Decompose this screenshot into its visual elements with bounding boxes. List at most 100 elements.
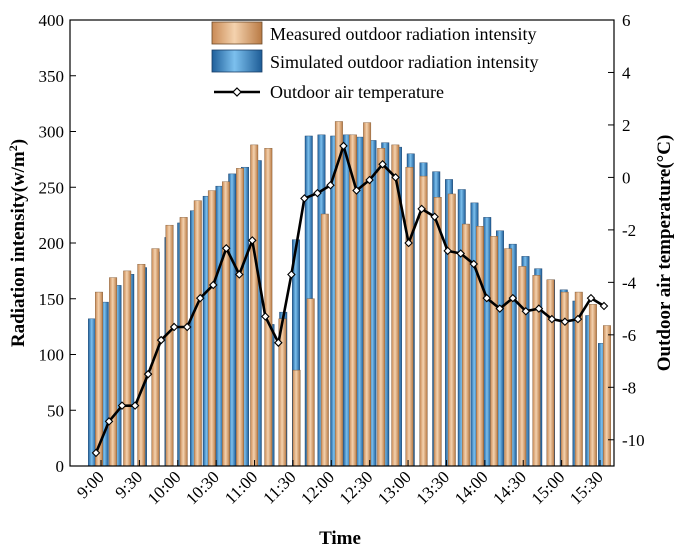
right-y-tick-label: 6 bbox=[622, 11, 631, 30]
measured-bar bbox=[207, 190, 216, 467]
temperature-point bbox=[91, 448, 101, 458]
legend-label-measured: Measured outdoor radiation intensity bbox=[270, 24, 536, 44]
measured-bar bbox=[109, 277, 118, 467]
measured-bar bbox=[334, 121, 343, 467]
temperature-point bbox=[599, 301, 609, 311]
right-y-axis-title: Outdoor air temperature(°C) bbox=[654, 135, 675, 372]
temperature-point bbox=[404, 238, 413, 248]
temperature-point bbox=[169, 322, 179, 332]
measured-bar bbox=[137, 263, 146, 467]
measured-bar bbox=[405, 166, 414, 467]
temperature-point bbox=[508, 293, 518, 303]
temperature-point bbox=[495, 304, 505, 313]
temperature-point bbox=[417, 204, 426, 214]
measured-bar bbox=[363, 122, 372, 467]
left-y-axis-title: Radiation intensity(w/m2) bbox=[6, 139, 29, 347]
right-y-tick-label: -2 bbox=[622, 221, 636, 240]
temperature-point bbox=[482, 293, 492, 303]
legend-swatch-temperature-marker bbox=[232, 87, 242, 97]
left-y-tick-label: 350 bbox=[39, 67, 65, 86]
temperature-point bbox=[117, 401, 127, 410]
temperature-point bbox=[248, 236, 257, 245]
measured-bar bbox=[588, 304, 597, 467]
measured-bar bbox=[165, 224, 174, 467]
left-y-tick-label: 50 bbox=[47, 401, 64, 420]
temperature-point bbox=[313, 188, 322, 198]
temperature-point bbox=[221, 243, 231, 253]
measured-bar bbox=[236, 168, 245, 467]
legend-label-simulated: Simulated outdoor radiation intensity bbox=[270, 52, 538, 72]
left-y-tick-label: 100 bbox=[39, 346, 65, 365]
measured-bar bbox=[476, 226, 484, 467]
measured-bar bbox=[179, 217, 188, 467]
x-tick-label: 12:00 bbox=[297, 467, 338, 508]
temperature-point bbox=[287, 270, 296, 279]
temperature-point bbox=[443, 246, 452, 256]
measured-bar bbox=[419, 175, 428, 467]
x-tick-label: 15:30 bbox=[566, 467, 607, 508]
temperature-point bbox=[534, 304, 544, 313]
temperature-line-layer bbox=[91, 141, 609, 458]
left-y-tick-label: 0 bbox=[56, 457, 65, 476]
temperature-point bbox=[391, 173, 400, 182]
left-y-axis: 0 50 100 150 200 250 300 350 400 bbox=[39, 11, 76, 476]
temperature-point bbox=[430, 212, 439, 222]
measured-bar bbox=[320, 213, 329, 467]
right-y-tick-label: 0 bbox=[622, 168, 631, 187]
temperature-point bbox=[143, 369, 153, 379]
temperature-point bbox=[378, 160, 387, 169]
x-tick-label: 9:00 bbox=[73, 467, 108, 502]
x-tick-label: 13:00 bbox=[374, 467, 415, 508]
left-y-tick-label: 250 bbox=[39, 178, 65, 197]
x-tick-label: 10:00 bbox=[144, 467, 185, 508]
left-y-tick-label: 200 bbox=[39, 234, 65, 253]
legend: Measured outdoor radiation intensity Sim… bbox=[211, 21, 538, 102]
measured-bar bbox=[292, 369, 301, 467]
temperature-point bbox=[261, 312, 270, 321]
temperature-point bbox=[365, 175, 374, 185]
temperature-line bbox=[94, 144, 605, 454]
temperature-point bbox=[195, 293, 205, 303]
measured-bar bbox=[377, 148, 386, 467]
x-tick-label: 11:00 bbox=[221, 467, 261, 507]
measured-bar bbox=[123, 270, 132, 467]
legend-swatch-simulated bbox=[211, 49, 263, 73]
temperature-point bbox=[521, 306, 531, 316]
temperature-point bbox=[182, 322, 192, 332]
measured-bar bbox=[264, 148, 273, 467]
temperature-point bbox=[274, 338, 283, 347]
right-y-tick-label: 2 bbox=[622, 116, 631, 135]
temperature-point bbox=[560, 317, 570, 326]
temperature-point bbox=[352, 186, 361, 195]
x-axis: 9:00 9:3010:0010:3011:0011:3012:0012:3013… bbox=[73, 460, 607, 508]
x-tick-label: 15:00 bbox=[528, 467, 569, 508]
measured-bar bbox=[250, 144, 259, 467]
temperature-point bbox=[208, 280, 218, 290]
measured-bar bbox=[603, 325, 611, 467]
temperature-point bbox=[300, 194, 309, 203]
measured-bar bbox=[222, 181, 230, 467]
left-y-tick-label: 400 bbox=[39, 11, 65, 30]
temperature-point bbox=[573, 314, 583, 324]
temperature-point bbox=[339, 141, 348, 151]
measured-bar bbox=[306, 298, 315, 467]
temperature-point bbox=[235, 270, 244, 279]
left-y-tick-label: 150 bbox=[39, 290, 65, 309]
x-tick-label: 14:30 bbox=[489, 467, 530, 508]
x-tick-label: 12:30 bbox=[336, 467, 377, 508]
right-y-tick-label: -10 bbox=[622, 431, 645, 450]
legend-label-temperature: Outdoor air temperature bbox=[270, 82, 444, 102]
temperature-point bbox=[130, 401, 140, 410]
right-y-tick-label: -8 bbox=[622, 378, 636, 397]
x-tick-label: 9:30 bbox=[111, 467, 146, 502]
x-tick-label: 13:30 bbox=[412, 467, 453, 508]
bars-layer bbox=[88, 121, 611, 467]
measured-bar bbox=[193, 200, 202, 467]
right-y-tick-label: -4 bbox=[622, 273, 637, 292]
right-y-tick-label: -6 bbox=[622, 326, 636, 345]
temperature-point bbox=[469, 259, 479, 269]
simulated-bar bbox=[483, 217, 492, 467]
simulated-bar bbox=[88, 318, 96, 467]
